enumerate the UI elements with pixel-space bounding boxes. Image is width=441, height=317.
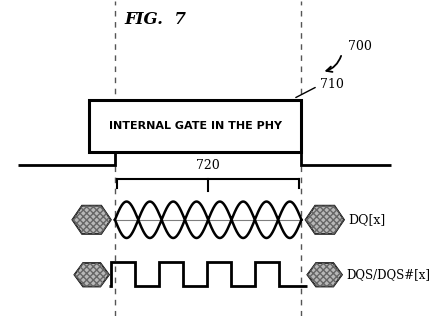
Bar xyxy=(89,100,302,152)
Text: 720: 720 xyxy=(196,159,220,172)
Polygon shape xyxy=(75,263,109,287)
Text: INTERNAL GATE IN THE PHY: INTERNAL GATE IN THE PHY xyxy=(108,121,281,131)
Text: DQ[x]: DQ[x] xyxy=(348,213,385,226)
Text: 710: 710 xyxy=(320,78,344,91)
Text: DQS/DQS#[x]: DQS/DQS#[x] xyxy=(346,268,430,281)
Text: 700: 700 xyxy=(348,41,372,54)
Polygon shape xyxy=(307,263,342,287)
Text: FIG.  7: FIG. 7 xyxy=(124,11,187,28)
Polygon shape xyxy=(306,206,344,234)
Polygon shape xyxy=(72,206,111,234)
